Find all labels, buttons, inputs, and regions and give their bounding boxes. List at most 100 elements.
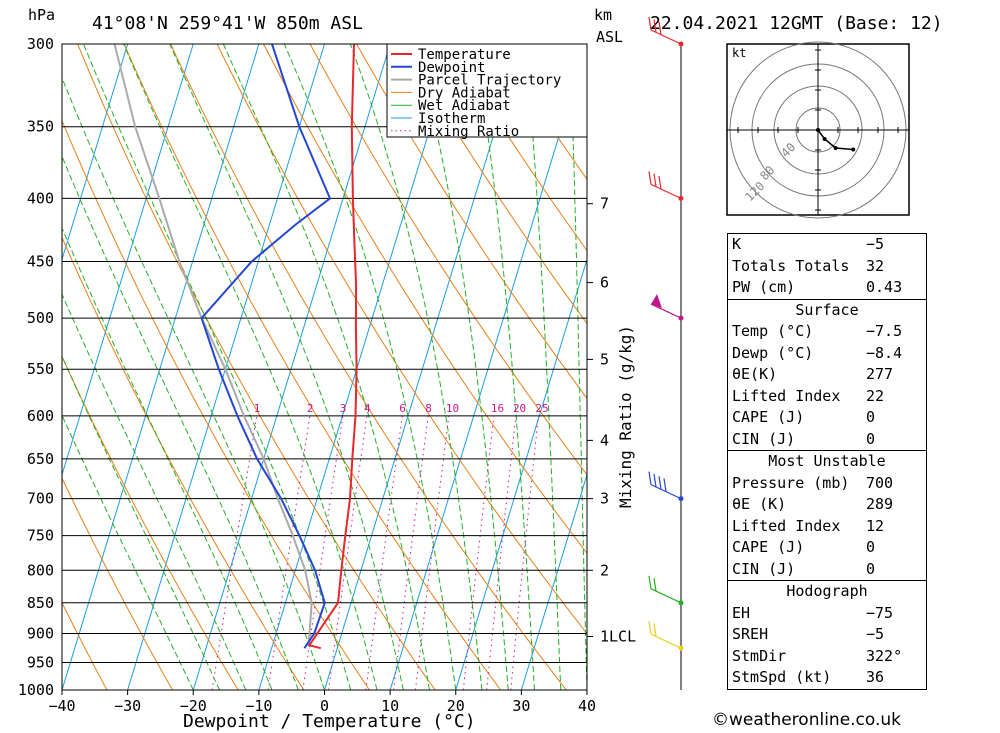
hodograph-point — [851, 147, 856, 152]
surface-row: Lifted Index 22 — [728, 386, 926, 408]
totals-totals-label: Totals Totals — [732, 256, 850, 275]
hodograph-stat-label: SREH — [732, 625, 769, 643]
mixing-ratio-label: 4 — [364, 402, 371, 415]
pressure-tick-label: 700 — [27, 490, 54, 508]
surface-value: −7.5 — [866, 322, 903, 340]
hodograph-stats-title: Hodograph — [786, 582, 868, 600]
dry-adiabat-line — [123, 44, 502, 690]
dry-adiabat-line — [216, 44, 587, 635]
isotherm-line — [324, 44, 522, 690]
mixing-ratio-label: 25 — [535, 402, 548, 415]
mixing-ratio-label: 1 — [254, 402, 261, 415]
surface-value: −8.4 — [866, 343, 903, 362]
pressure-tick-label: 550 — [27, 360, 54, 378]
mixing-ratio-line — [414, 415, 450, 690]
pressure-tick-label: 350 — [27, 118, 54, 136]
surface-label: CIN (J) — [732, 429, 796, 448]
isotherm-line — [389, 44, 587, 690]
mixing-ratio-labels: 1 2 3 4 6 8 10 16 20 25 — [254, 402, 549, 415]
totals-totals-row: Totals Totals 32 — [728, 256, 926, 278]
isotherm-line — [520, 472, 587, 690]
surface-row: CAPE (J) 0 — [728, 407, 926, 429]
wet-adiabat-line — [414, 44, 509, 690]
hodograph-stats-box: Hodograph EH −75 SREH −5 StmDir 322° StmSpd (k… — [727, 580, 927, 690]
surface-title: Surface — [795, 300, 859, 319]
most-unstable-row: CAPE (J) 0 — [728, 537, 926, 559]
km-tick-label: 5 — [600, 350, 609, 368]
most-unstable-value: 0 — [866, 559, 876, 578]
x-axis-label: Dewpoint / Temperature (°C) — [183, 711, 476, 732]
wind-barb-feather — [648, 471, 652, 485]
pw-row: PW (cm) 0.43 — [728, 277, 926, 299]
wind-barb-staff — [650, 29, 682, 45]
legend-entry: Temperature — [418, 47, 511, 63]
wet-adiabat-line — [62, 155, 299, 690]
pressure-tick-label: 900 — [27, 624, 54, 642]
credit-link[interactable]: ©weatheronline.co.uk — [712, 710, 902, 730]
km-tick-label: 7 — [600, 195, 609, 213]
wet-adiabat-line — [569, 44, 587, 690]
indices-box: K −5 Totals Totals 32 PW (cm) 0.43 — [727, 233, 927, 299]
mixing-ratio-line — [393, 415, 429, 690]
x-tick-label: −20 — [180, 697, 207, 715]
most-unstable-row: Pressure (mb) 700 — [728, 473, 926, 495]
hodograph-stat-row: StmDir 322° — [728, 646, 926, 668]
most-unstable-row: Lifted Index 12 — [728, 516, 926, 538]
x-tick-label: 0 — [320, 697, 329, 715]
hodograph-point — [822, 137, 827, 141]
dry-adiabat-line — [402, 44, 587, 325]
surface-label: θE(K) — [732, 365, 778, 383]
hodograph-stat-row: EH −75 — [728, 603, 926, 625]
profile-series — [113, 44, 358, 650]
x-tick-label: 10 — [381, 697, 399, 715]
wet-adiabat-line — [62, 76, 325, 690]
temperature-line — [307, 44, 358, 650]
most-unstable-label: Pressure (mb) — [732, 473, 850, 492]
legend-entry: Mixing Ratio — [418, 124, 519, 140]
hodograph-stat-label: StmSpd (kt) — [732, 668, 832, 686]
km-tick-label: 3 — [600, 490, 609, 508]
wind-barb-feather — [663, 478, 667, 492]
wind-barb-feather — [658, 175, 662, 190]
most-unstable-value: 12 — [866, 516, 885, 535]
mixing-ratio-label: 3 — [340, 402, 347, 415]
mixing-ratio-label: 6 — [399, 402, 406, 415]
wind-barb-feather — [648, 575, 652, 589]
wind-barb-staff — [650, 303, 682, 319]
km-tick-label: 4 — [600, 431, 609, 449]
mixing-ratio-line — [365, 415, 403, 690]
surface-row: CIN (J) 0 — [728, 429, 926, 451]
mixing-ratio-label: 20 — [513, 402, 526, 415]
hodograph-stat-row: StmSpd (kt) 36 — [728, 667, 926, 689]
legend-entry: Wet Adiabat — [418, 98, 511, 114]
most-unstable-title: Most Unstable — [768, 452, 886, 470]
parcel-trajectory-line — [113, 44, 313, 646]
surface-value: 0 — [866, 429, 876, 448]
mixing-ratio-line — [302, 415, 344, 690]
pressure-tick-label: 650 — [27, 450, 54, 468]
legend-box — [386, 43, 588, 138]
isotherm-line — [127, 44, 325, 690]
x-tick-label: −40 — [48, 697, 75, 715]
wind-barb-feather — [648, 171, 652, 185]
pressure-tick-label: 300 — [27, 35, 54, 53]
hodograph-trace — [817, 129, 854, 151]
datetime-label: 22.04.2021 12GMT (Base: 12) — [650, 13, 943, 34]
wind-barb-staff — [650, 633, 682, 649]
km-ticks: 7 6 5 4 3 2 1LCL — [587, 195, 636, 645]
most-unstable-box: Most Unstable Pressure (mb) 700 θE (K) 289 L… — [727, 450, 927, 580]
surface-label: Lifted Index — [732, 386, 841, 405]
pressure-tick-labels: 300 350 400 450 500 550 600 650 700 750 800 850 900 9… — [18, 35, 54, 699]
x-tick-label: 30 — [512, 697, 530, 715]
hodograph-stat-label: EH — [732, 603, 751, 622]
mixing-ratio-line — [510, 415, 539, 690]
dry-adiabat-line — [356, 44, 587, 400]
pressure-tick-label: 800 — [27, 561, 54, 579]
location-title: 41°08'N 259°41'W 850m ASL — [92, 13, 363, 34]
pressure-tick-label: 400 — [27, 189, 54, 207]
dewpoint-line — [200, 44, 332, 649]
most-unstable-row: CIN (J) 0 — [728, 559, 926, 581]
